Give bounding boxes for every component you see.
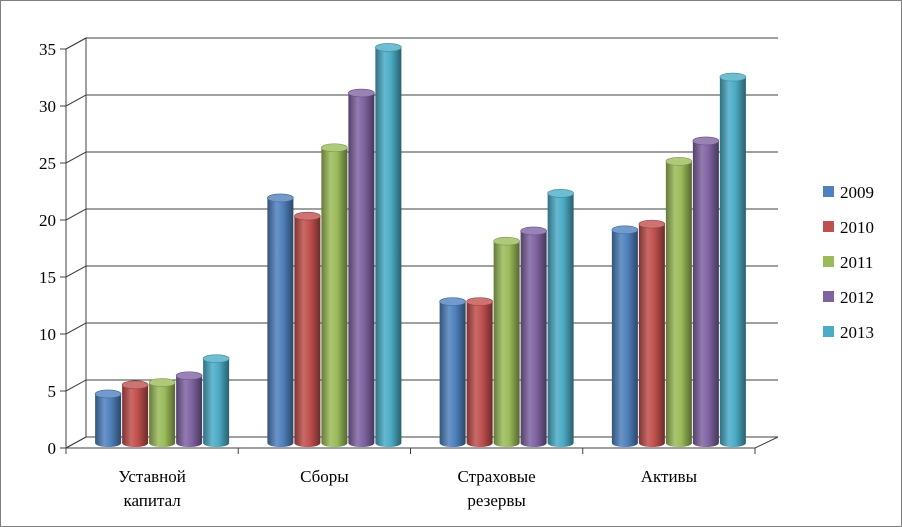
bar-2013-3 <box>719 72 747 447</box>
gridline <box>65 265 778 278</box>
gridline <box>65 322 778 335</box>
bar-2010-1 <box>294 211 321 447</box>
legend-label: 2013 <box>840 323 874 342</box>
bar-2011-3 <box>665 157 693 448</box>
x-category-label: Активы <box>641 467 698 486</box>
bar-2013-0 <box>202 354 230 447</box>
gridline <box>65 151 778 164</box>
legend: 2009 2010 2011 2012 2013 <box>823 183 874 342</box>
y-tick-label: 0 <box>48 439 57 458</box>
legend-swatch <box>823 256 834 267</box>
bar-2009-1 <box>267 193 294 447</box>
bar-2011-2 <box>493 236 520 447</box>
legend-label: 2010 <box>840 218 874 237</box>
gridline <box>65 208 778 221</box>
gridline <box>65 37 778 50</box>
legend-label: 2011 <box>840 253 873 272</box>
bars <box>94 43 747 448</box>
bar-2012-3 <box>692 136 720 447</box>
gridline <box>65 379 778 392</box>
y-tick-label: 25 <box>39 154 56 173</box>
bar-2009-0 <box>94 389 122 447</box>
legend-item-2011: 2011 <box>823 253 873 272</box>
legend-swatch <box>823 326 834 337</box>
bar-2010-2 <box>466 297 493 447</box>
bar-2012-0 <box>175 371 203 447</box>
bar-2009-2 <box>439 297 466 447</box>
legend-item-2010: 2010 <box>823 218 874 237</box>
legend-item-2009: 2009 <box>823 183 874 202</box>
bar-2010-0 <box>121 380 149 447</box>
y-tick-label: 30 <box>39 97 56 116</box>
x-category-label: Уставной капитал <box>118 467 185 510</box>
x-category-label: Страховые резервы <box>458 467 536 510</box>
y-axis-ticks: 0 5 10 15 20 25 30 35 <box>39 40 66 458</box>
x-axis-categories: Уставной капитал Сборы Страховые резервы Акти… <box>65 448 756 510</box>
legend-item-2013: 2013 <box>823 323 874 342</box>
y-tick-label: 10 <box>39 325 56 344</box>
x-category-label: Сборы <box>300 467 349 486</box>
legend-item-2012: 2012 <box>823 288 874 307</box>
bar-2009-3 <box>611 225 639 447</box>
bar-2011-0 <box>148 378 176 447</box>
bar-2012-1 <box>348 88 375 448</box>
bar-2013-2 <box>547 189 574 447</box>
y-tick-label: 15 <box>39 268 56 287</box>
legend-swatch <box>823 221 834 232</box>
legend-swatch <box>823 291 834 302</box>
bar-2010-3 <box>638 219 666 447</box>
y-tick-label: 5 <box>48 382 57 401</box>
legend-label: 2012 <box>840 288 874 307</box>
legend-swatch <box>823 186 834 197</box>
bar-2012-2 <box>520 226 547 447</box>
y-tick-label: 20 <box>39 211 56 230</box>
y-tick-label: 35 <box>39 40 56 59</box>
side-wall <box>65 37 87 449</box>
gridlines <box>65 37 778 392</box>
legend-label: 2009 <box>840 183 874 202</box>
bar-2011-1 <box>321 143 348 448</box>
bar-2013-1 <box>375 43 402 448</box>
gridline <box>65 94 778 107</box>
floor <box>65 436 779 449</box>
